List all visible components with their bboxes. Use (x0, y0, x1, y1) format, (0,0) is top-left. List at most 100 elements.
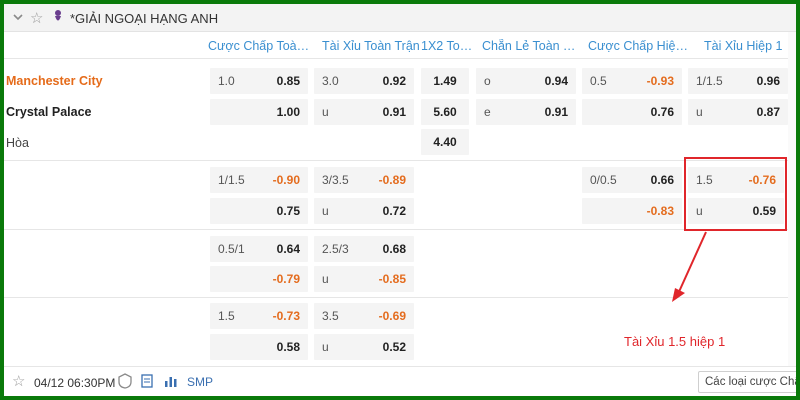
odds-value: 0.76 (650, 105, 674, 119)
handicap-line: 0/0.5 (590, 173, 617, 187)
total-line: 3/3.5 (322, 173, 349, 187)
total-line: 2.5/3 (322, 242, 349, 256)
odds-cell-ou-ft-over[interactable]: 3.0 0.92 (314, 68, 414, 94)
handicap-line: 1/1.5 (218, 173, 245, 187)
handicap-line: 1.0 (218, 74, 235, 88)
team-away: Crystal Palace (6, 105, 92, 119)
odds-cell-oe-odd[interactable]: o 0.94 (476, 68, 576, 94)
odds-cell-hdp-h1-home[interactable]: 0.5 -0.93 (582, 68, 682, 94)
odds-cell-alt3-hdp-ft-home[interactable]: 1.5 -0.73 (210, 303, 308, 329)
euro-odds-button[interactable]: Các loại cược Châu Âu (698, 371, 796, 393)
odds-value: 5.60 (433, 105, 457, 119)
odds-cell-alt2-ou-ft-under[interactable]: u -0.85 (314, 266, 414, 292)
odds-cell-alt2-ou-ft-over[interactable]: 2.5/3 0.68 (314, 236, 414, 262)
total-line: u (322, 272, 329, 286)
odds-cell-alt1-ou-h1-over[interactable]: 1.5 -0.76 (688, 167, 784, 193)
odds-value: 0.75 (276, 204, 300, 218)
highlight-box (684, 157, 787, 231)
odds-value: 0.94 (544, 74, 568, 88)
annotation-arrow (672, 231, 707, 302)
divider (4, 229, 796, 230)
divider (4, 297, 796, 298)
odds-value: 0.52 (382, 340, 406, 354)
col-header-over-under-h1[interactable]: Tài Xỉu Hiệp 1 (704, 39, 783, 53)
divider (4, 58, 796, 59)
odds-cell-1x2-draw[interactable]: 4.40 (421, 129, 469, 155)
odds-value: 0.91 (382, 105, 406, 119)
col-header-odd-even-ft[interactable]: Chẵn Lẻ Toàn Trận (482, 39, 582, 53)
total-line: 1.5 (696, 173, 713, 187)
total-line: 1/1.5 (696, 74, 723, 88)
odds-cell-hdp-ft-home[interactable]: 1.0 0.85 (210, 68, 308, 94)
col-header-handicap-h1[interactable]: Cược Chấp Hiệp 1 (588, 39, 688, 53)
odds-value: 0.96 (756, 74, 780, 88)
total-line: u (322, 204, 329, 218)
odds-cell-alt1-ou-ft-over[interactable]: 3/3.5 -0.89 (314, 167, 414, 193)
league-title: *GIẢI NGOẠI HẠNG ANH (70, 11, 219, 26)
divider (4, 160, 796, 161)
odds-value: 4.40 (433, 135, 457, 149)
odds-cell-alt1-hdp-h1-home[interactable]: 0/0.5 0.66 (582, 167, 682, 193)
odds-value: -0.83 (646, 204, 674, 218)
odds-cell-1x2-home[interactable]: 1.49 (421, 68, 469, 94)
handicap-line: 0.5/1 (218, 242, 245, 256)
odds-cell-hdp-h1-away[interactable]: 0.76 (582, 99, 682, 125)
smp-link[interactable]: SMP (187, 375, 214, 389)
odds-cell-alt2-hdp-ft-home[interactable]: 0.5/1 0.64 (210, 236, 308, 262)
draw-label: Hòa (6, 136, 29, 150)
col-header-over-under-ft[interactable]: Tài Xỉu Toàn Trận (322, 39, 420, 53)
odds-cell-oe-even[interactable]: e 0.91 (476, 99, 576, 125)
odds-cell-alt2-hdp-ft-away[interactable]: -0.79 (210, 266, 308, 292)
total-line: u (696, 105, 703, 119)
odds-value: 0.68 (382, 242, 406, 256)
bar-chart-icon[interactable] (164, 374, 178, 391)
match-datetime: 04/12 06:30PM (34, 376, 116, 390)
odds-value: -0.93 (646, 74, 674, 88)
league-header: ☆ *GIẢI NGOẠI HẠNG ANH (4, 4, 796, 32)
col-header-handicap-ft[interactable]: Cược Chấp Toàn T... (208, 39, 312, 53)
odds-value: -0.89 (378, 173, 406, 187)
odd-even-label: e (484, 105, 491, 119)
odds-cell-alt3-hdp-ft-away[interactable]: 0.58 (210, 334, 308, 360)
match-odds-panel: ☆ *GIẢI NGOẠI HẠNG ANH Cược Chấp Toàn T.… (4, 4, 796, 396)
odds-cell-alt1-ou-ft-under[interactable]: u 0.72 (314, 198, 414, 224)
odds-value: -0.90 (272, 173, 300, 187)
odds-cell-alt1-hdp-ft-home[interactable]: 1/1.5 -0.90 (210, 167, 308, 193)
star-icon[interactable]: ☆ (12, 373, 26, 390)
odds-value: -0.76 (748, 173, 776, 187)
total-line: u (696, 204, 703, 218)
odds-value: -0.85 (378, 272, 406, 286)
odds-cell-ou-h1-under[interactable]: u 0.87 (688, 99, 788, 125)
odds-cell-alt1-hdp-ft-away[interactable]: 0.75 (210, 198, 308, 224)
stats-badge-icon[interactable] (118, 373, 132, 392)
total-line: 3.5 (322, 309, 339, 323)
odds-value: 0.85 (276, 74, 300, 88)
chevron-down-icon[interactable] (12, 11, 24, 26)
odds-cell-alt3-ou-ft-over[interactable]: 3.5 -0.69 (314, 303, 414, 329)
odds-value: -0.79 (272, 272, 300, 286)
list-icon[interactable] (141, 374, 153, 391)
team-home: Manchester City (6, 74, 103, 88)
odds-cell-alt1-hdp-h1-away[interactable]: -0.83 (582, 198, 682, 224)
scrollbar[interactable] (788, 32, 796, 366)
col-header-1x2-ft[interactable]: 1X2 Toà... (421, 39, 477, 53)
odds-value: -0.69 (378, 309, 406, 323)
total-line: u (322, 340, 329, 354)
odds-value: 1.49 (433, 74, 457, 88)
star-icon[interactable]: ☆ (30, 10, 44, 27)
odds-cell-ou-h1-over[interactable]: 1/1.5 0.96 (688, 68, 788, 94)
total-line: 3.0 (322, 74, 339, 88)
odds-value: 0.59 (752, 204, 776, 218)
match-footer: ☆ 04/12 06:30PM SMP Các loại cược Châu Â… (4, 366, 796, 396)
odds-cell-ou-ft-under[interactable]: u 0.91 (314, 99, 414, 125)
total-line: u (322, 105, 329, 119)
odds-cell-alt1-ou-h1-under[interactable]: u 0.59 (688, 198, 784, 224)
odds-cell-hdp-ft-away[interactable]: 1.00 (210, 99, 308, 125)
odds-value: 0.66 (650, 173, 674, 187)
handicap-line: 0.5 (590, 74, 607, 88)
odds-value: 0.58 (276, 340, 300, 354)
odds-value: 0.92 (382, 74, 406, 88)
odds-cell-alt3-ou-ft-under[interactable]: u 0.52 (314, 334, 414, 360)
odds-value: 0.64 (276, 242, 300, 256)
odds-cell-1x2-away[interactable]: 5.60 (421, 99, 469, 125)
